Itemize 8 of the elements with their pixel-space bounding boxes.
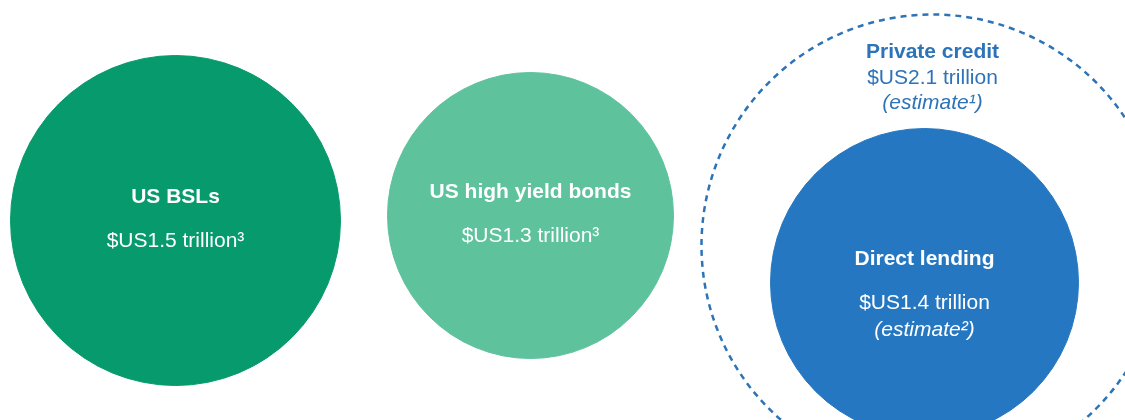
- data-label: $US1.4 trillion (estimate²): [859, 290, 990, 340]
- category-label: Private credit: [865, 39, 1000, 62]
- data-label: $US1.5 trillion³: [106, 228, 245, 251]
- category-label: Direct lending: [854, 246, 995, 269]
- category-label: US BSLs: [131, 184, 220, 207]
- data-label: $US2.1 trillion (estimate¹): [867, 65, 998, 113]
- category-label: US high yield bonds: [429, 179, 632, 202]
- data-label: $US1.3 trillion³: [461, 223, 600, 246]
